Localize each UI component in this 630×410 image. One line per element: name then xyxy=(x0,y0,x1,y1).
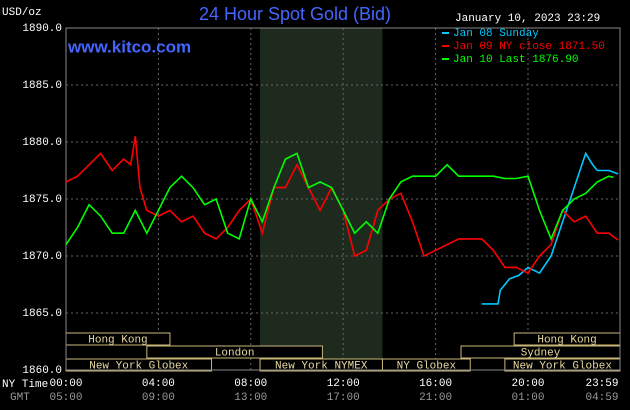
session-box xyxy=(381,358,471,372)
y-tick-label: 1890.0 xyxy=(22,23,62,35)
legend-label: Jan 09 NY close 1871.50 xyxy=(453,41,605,53)
x2-tick-label: 05:00 xyxy=(49,392,82,404)
y-tick-label: 1885.0 xyxy=(22,80,62,92)
x-tick-label: 23:59 xyxy=(585,378,618,390)
legend-label: Jan 08 Sunday xyxy=(453,28,539,40)
series-line xyxy=(481,151,619,305)
x2-tick-label: 04:59 xyxy=(585,392,618,404)
legend-label: Jan 10 Last 1876.90 xyxy=(453,54,578,66)
y-tick-label: 1880.0 xyxy=(22,137,62,149)
x-tick-label: 08:00 xyxy=(234,378,267,390)
x-row-label: NY Time xyxy=(2,379,48,391)
session-label: Hong Kong xyxy=(88,334,147,346)
plot-border xyxy=(65,27,621,371)
x-tick-label: 12:00 xyxy=(327,378,360,390)
session-label: Hong Kong xyxy=(537,334,596,346)
session-label: NY Globex xyxy=(397,360,457,372)
x-tick-label: 20:00 xyxy=(511,378,544,390)
session-label: London xyxy=(215,347,255,359)
chart-title: 24 Hour Spot Gold (Bid) xyxy=(199,4,391,24)
y-tick-label: 1875.0 xyxy=(22,194,62,206)
y-tick-label: 1870.0 xyxy=(22,251,62,263)
session-label: Sydney xyxy=(521,347,561,359)
plot-area xyxy=(65,27,621,372)
x2-tick-label: 09:00 xyxy=(142,392,175,404)
session-box xyxy=(146,345,323,359)
x2-tick-label: 21:00 xyxy=(419,392,452,404)
x2-row-label: GMT xyxy=(10,392,30,404)
session-label: New York Globex xyxy=(89,360,188,372)
y-tick-label: 1865.0 xyxy=(22,308,62,320)
session-label: New York Globex xyxy=(513,360,612,372)
x-tick-label: 04:00 xyxy=(142,378,175,390)
site-label: www.kitco.com xyxy=(67,37,191,56)
y-axis-label: USD/oz xyxy=(2,7,42,19)
x2-tick-label: 13:00 xyxy=(234,392,267,404)
series-line xyxy=(65,152,614,246)
x-tick-label: 16:00 xyxy=(419,378,452,390)
x2-tick-label: 17:00 xyxy=(327,392,360,404)
timestamp: January 10, 2023 23:29 xyxy=(455,13,600,25)
x2-tick-label: 01:00 xyxy=(511,392,544,404)
y-tick-label: 1860.0 xyxy=(22,365,62,377)
session-label: New York NYMEX xyxy=(275,360,368,372)
x-tick-label: 00:00 xyxy=(49,378,82,390)
